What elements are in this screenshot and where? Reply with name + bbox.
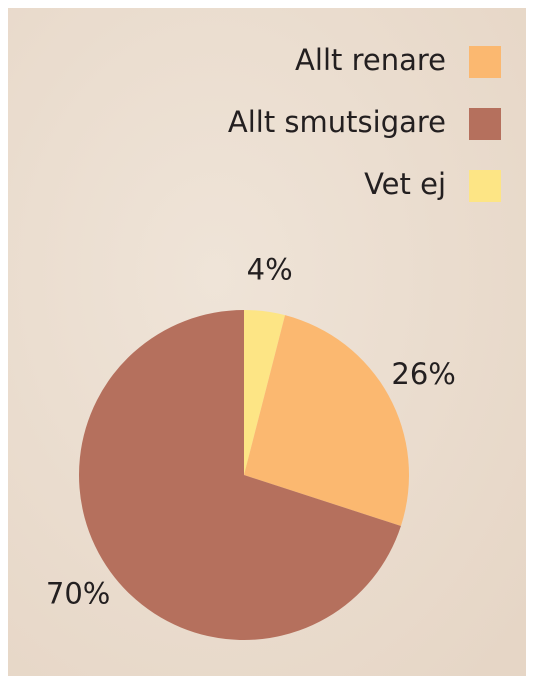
legend-label: Vet ej bbox=[364, 167, 446, 201]
legend-label: Allt renare bbox=[295, 43, 446, 77]
legend-swatch bbox=[469, 170, 501, 202]
legend-label: Allt smutsigare bbox=[228, 105, 446, 139]
data-label: 26% bbox=[391, 357, 455, 391]
legend-swatch bbox=[469, 46, 501, 78]
data-label: 70% bbox=[46, 576, 110, 610]
legend-swatch bbox=[469, 108, 501, 140]
data-label: 4% bbox=[247, 253, 293, 287]
chart: Allt renare Allt smutsigare Vet ej 4% 26% 70% bbox=[0, 0, 534, 684]
